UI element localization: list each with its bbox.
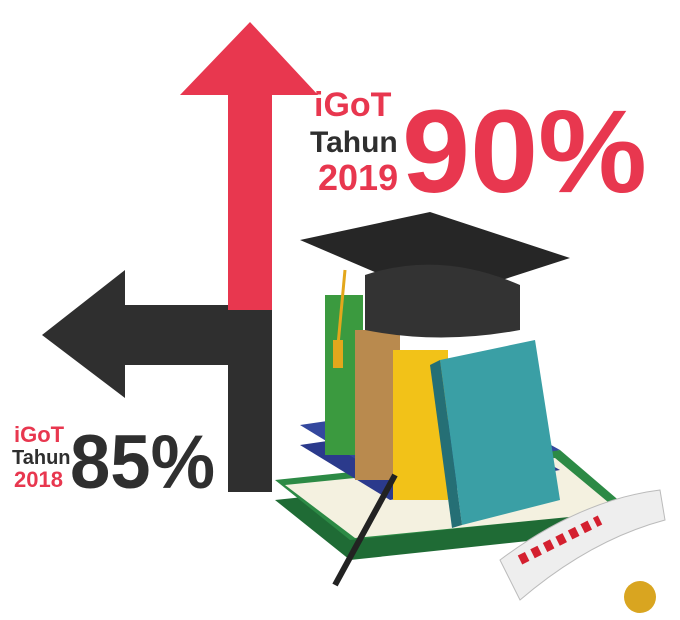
year: 2018 (14, 467, 63, 492)
sub: Tahun (12, 447, 71, 469)
label: iGoT (314, 86, 392, 124)
arrow-2019 (180, 22, 318, 310)
year: 2019 (318, 157, 398, 198)
percentage: 85% (70, 420, 215, 505)
sub: Tahun (310, 126, 398, 159)
arrow-2018 (42, 270, 272, 492)
label: iGoT (14, 422, 65, 447)
books-illustration (275, 212, 666, 613)
percentage: 90% (402, 86, 647, 218)
